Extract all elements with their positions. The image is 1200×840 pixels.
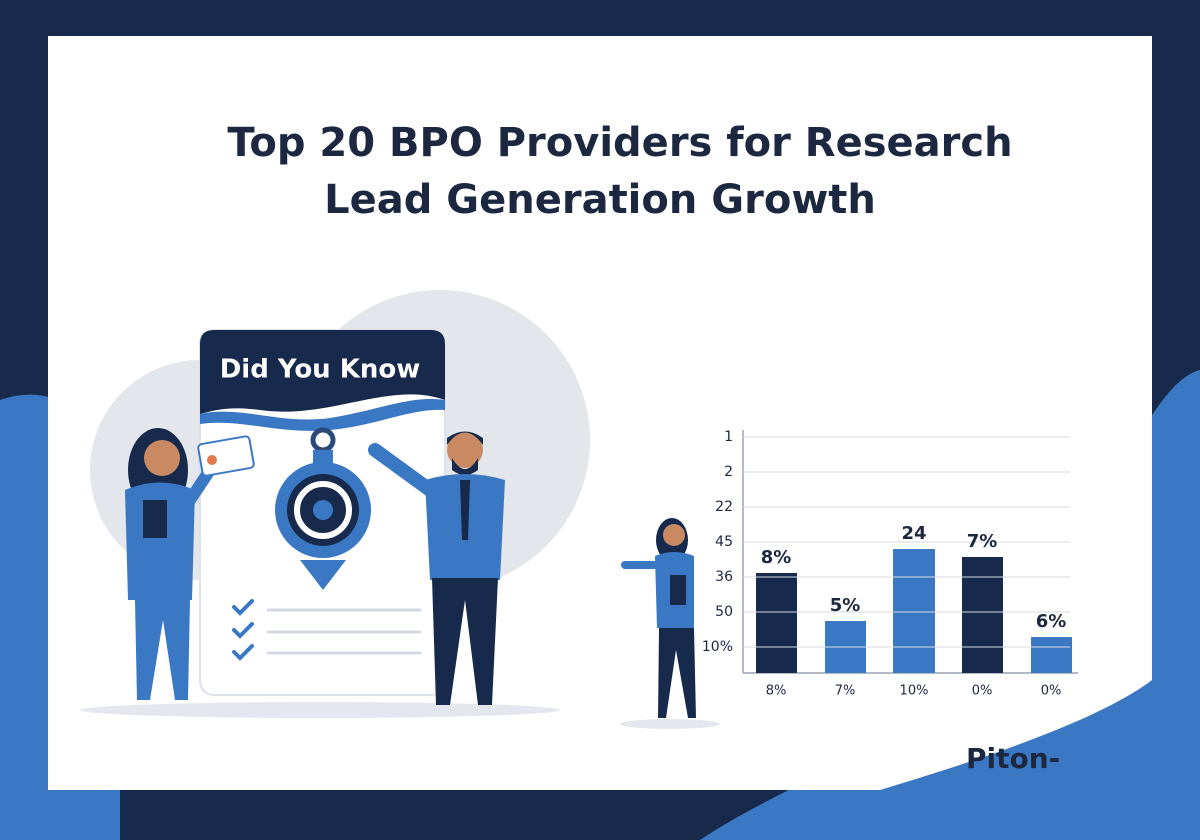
bar-label: 6% xyxy=(1036,611,1067,632)
axis-label: 1 xyxy=(724,429,733,445)
floor-shadow xyxy=(80,702,560,718)
axis-label: 50 xyxy=(715,604,733,620)
axis-label: 36 xyxy=(715,569,733,585)
bar-label: 5% xyxy=(830,595,861,616)
category-label: 0% xyxy=(972,684,993,699)
axis-label: 10% xyxy=(702,639,733,655)
bar xyxy=(962,557,1003,673)
bar-label: 7% xyxy=(967,531,998,552)
bar xyxy=(756,573,797,673)
bar-label: 8% xyxy=(761,547,792,568)
axis-label: 45 xyxy=(715,534,733,550)
person-man xyxy=(368,431,505,705)
bar-label: 24 xyxy=(901,523,926,544)
card-header xyxy=(200,330,445,414)
title-line: Top 20 BPO Providers for Research xyxy=(227,120,1012,166)
checklist xyxy=(232,599,422,661)
title-line: Lead Generation Growth xyxy=(324,177,876,223)
person-small xyxy=(620,518,720,729)
card-heading: Did You Know xyxy=(220,355,421,385)
axis-label: 2 xyxy=(724,464,733,480)
compass-icon xyxy=(275,427,371,590)
brand: Piton-Global xyxy=(966,742,1161,775)
bar xyxy=(893,549,935,673)
category-label: 8% xyxy=(766,684,787,699)
bar xyxy=(1031,637,1072,673)
person-woman xyxy=(125,428,255,700)
category-label: 7% xyxy=(835,684,856,699)
panel-wave xyxy=(880,680,1152,790)
axis-label: 22 xyxy=(715,499,733,515)
card-wave xyxy=(200,399,445,431)
category-label: 0% xyxy=(1041,684,1062,699)
category-label: 10% xyxy=(900,684,929,699)
